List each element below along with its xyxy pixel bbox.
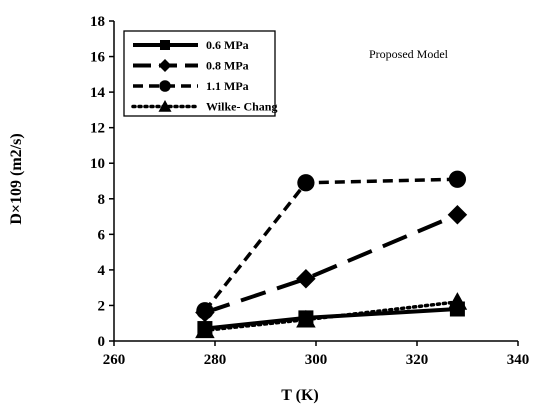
annotation: Proposed Model [369,47,449,61]
legend-label: Wilke- Chang [206,100,277,114]
legend-marker [160,40,170,50]
legend-label: 0.8 MPa [206,59,249,73]
data-point [195,320,215,339]
legend-entry-0: 0.6 MPa [133,38,249,52]
legend-marker [158,59,172,72]
series-line-1 [204,212,459,315]
series-line-2 [203,177,458,312]
legend: 0.6 MPa 0.8 MPa 1.1 MPa Wilke- Chang [123,30,277,117]
series-line-3 [203,300,460,333]
legend-entry-2: 1.1 MPa [133,79,249,93]
x-tick-label: 340 [507,352,530,368]
series-2 [196,170,467,320]
y-tick-label: 8 [98,192,106,208]
x-tick-label: 320 [406,352,429,368]
data-point [296,309,316,328]
y-tick-label: 18 [90,14,105,30]
y-tick-label: 6 [98,227,106,243]
y-tick-label: 10 [90,156,105,172]
y-tick-label: 2 [98,298,106,314]
data-point [196,302,214,320]
y-tick-label: 0 [98,334,106,350]
legend-entry-3: Wilke- Chang [131,100,277,114]
data-point [447,292,468,310]
y-tick-label: 4 [98,263,106,279]
legend-marker [159,80,171,92]
legend-label: 1.1 MPa [206,79,249,93]
axes-layer: 260 280 300 320 340 0 2 4 6 8 10 12 14 16 18 [90,14,529,368]
data-point [297,174,315,192]
legend-marker [158,100,172,112]
y-tick-label: 12 [90,121,105,137]
data-point [448,170,467,188]
x-tick-label: 280 [204,352,227,368]
y-axis-title: D×109 (m2/s) [8,133,25,224]
plot-layer [195,170,468,339]
series-3 [195,292,468,339]
x-axis-title: T (K) [281,387,318,404]
y-tick-label: 16 [90,50,106,66]
data-point [296,269,316,289]
y-tick-label: 14 [90,85,106,101]
data-point [447,205,468,225]
legend-entry-1: 0.8 MPa [133,59,249,73]
x-tick-label: 300 [305,352,328,368]
x-tick-label: 260 [103,352,126,368]
legend-label: 0.6 MPa [206,38,249,52]
